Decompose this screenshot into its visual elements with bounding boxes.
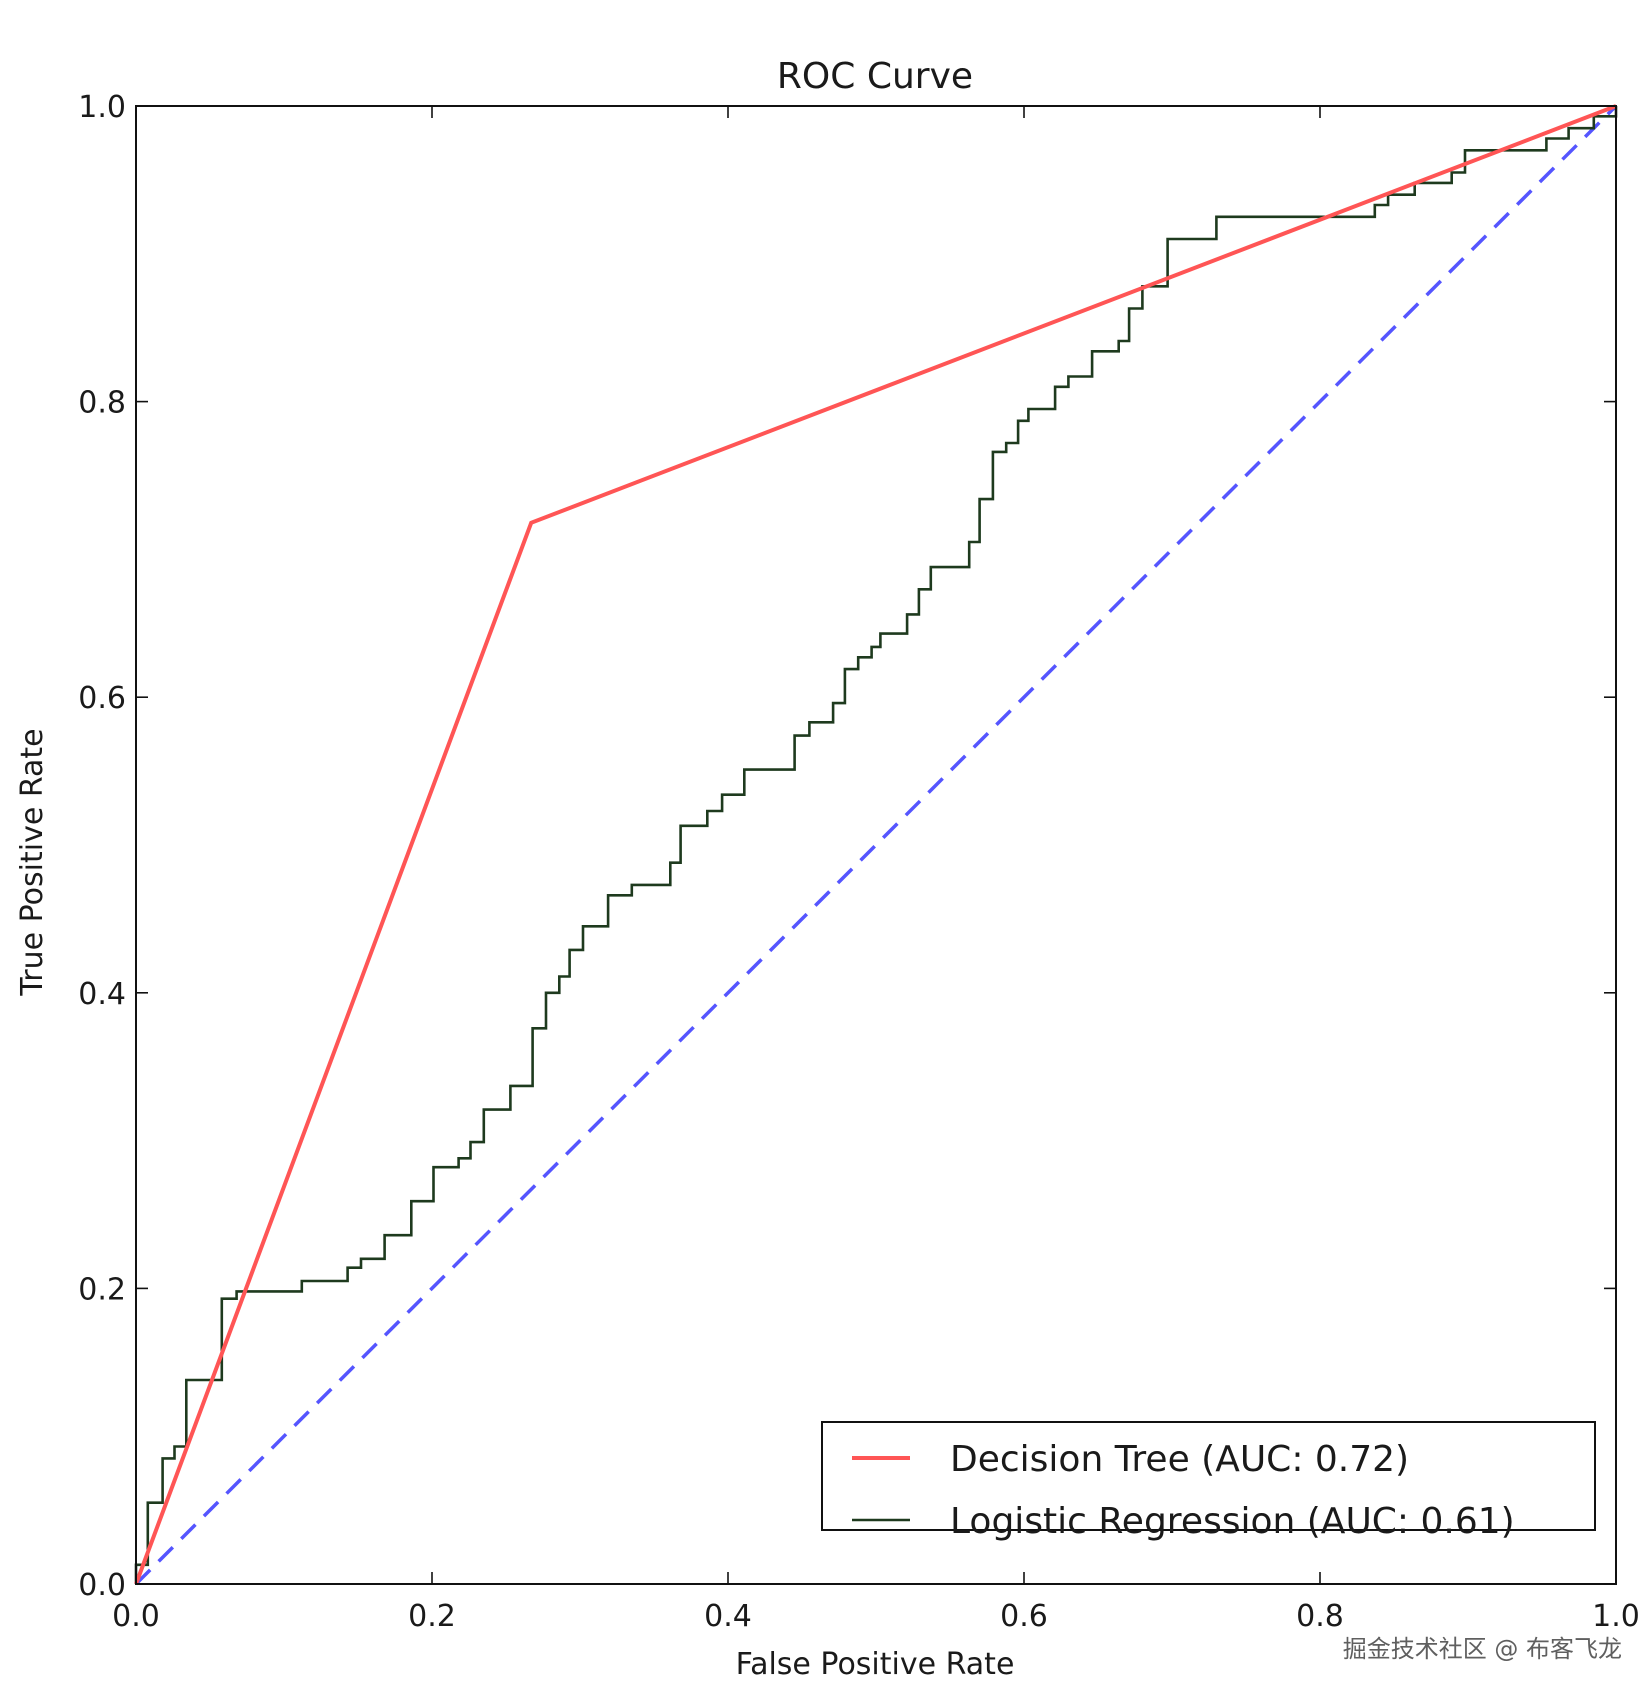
x-axis-label: False Positive Rate: [736, 1647, 1015, 1682]
x-tick-label: 0.6: [1000, 1599, 1048, 1634]
y-tick-label: 0.0: [78, 1568, 126, 1603]
x-tick-label: 0.2: [408, 1599, 456, 1634]
x-tick-label: 0.0: [112, 1599, 160, 1634]
series-line-0: [134, 104, 1617, 1585]
plot-area: [134, 104, 1618, 1586]
axis-ticks: 0.0 0.2 0.4 0.6 0.8 1.0 0.0 0.2 0.4 0.6 0.8 1.0: [78, 90, 1640, 1634]
y-tick-label: 0.8: [78, 386, 126, 421]
chart-title: ROC Curve: [777, 56, 973, 97]
watermark-text: 掘金技术社区 @ 布客飞龙: [1342, 1635, 1622, 1663]
y-tick-label: 1.0: [78, 90, 126, 125]
chart-legend: Decision Tree (AUC: 0.72) Logistic Regres…: [821, 1421, 1596, 1542]
series-line-1: [134, 106, 1618, 1584]
legend-label: Logistic Regression (AUC: 0.61): [950, 1501, 1515, 1542]
plot-frame: [135, 105, 1617, 1585]
x-tick-label: 0.8: [1296, 1599, 1344, 1634]
series-line-2: [134, 104, 1618, 1586]
y-tick-label: 0.2: [78, 1272, 126, 1307]
y-tick-label: 0.6: [78, 681, 126, 716]
legend-label: Decision Tree (AUC: 0.72): [950, 1439, 1409, 1480]
x-tick-label: 0.4: [704, 1599, 752, 1634]
y-tick-label: 0.4: [78, 977, 126, 1012]
x-tick-label: 1.0: [1592, 1599, 1640, 1634]
legend-box: [821, 1421, 1596, 1531]
y-axis-label: True Positive Rate: [15, 728, 50, 996]
